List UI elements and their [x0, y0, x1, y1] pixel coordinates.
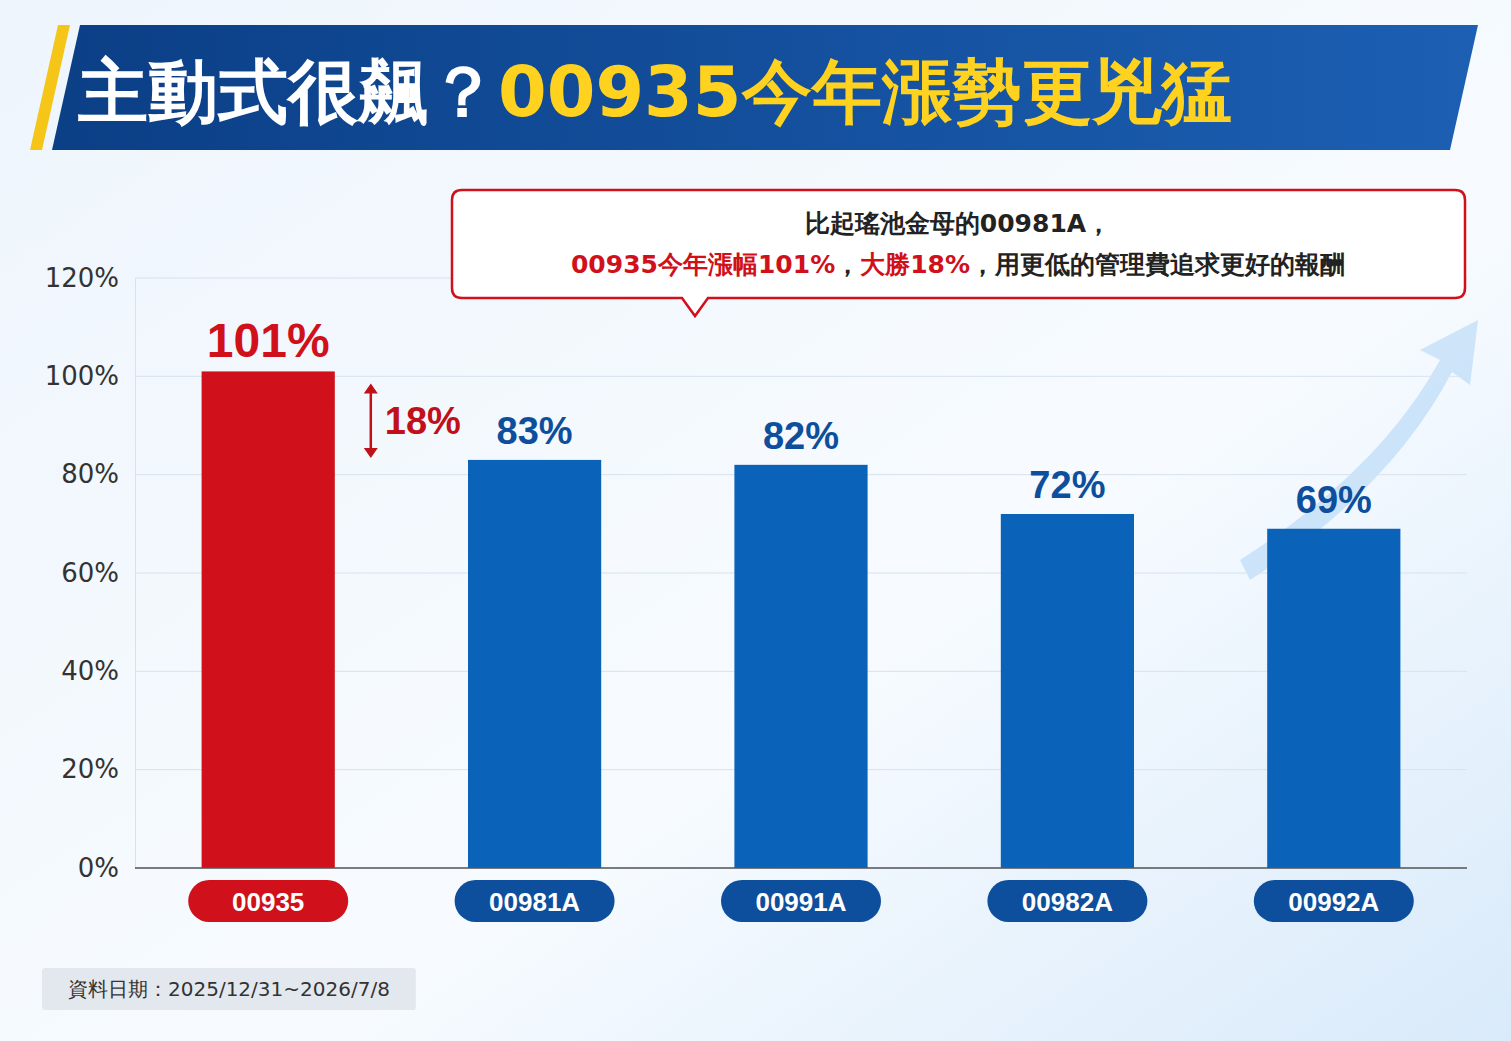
chart: 主動式很飆？00935今年漲勢更兇猛 0% 20% 40% 60% 80% 100% 120%… — [0, 0, 1511, 1041]
y-tick-label: 80% — [61, 459, 119, 489]
banner — [52, 25, 1478, 150]
bar — [202, 371, 335, 868]
callout-box — [452, 190, 1465, 316]
y-tick-label: 20% — [61, 754, 119, 784]
y-axis: 0% 20% 40% 60% 80% 100% 120% — [45, 263, 136, 883]
category-chip — [455, 880, 615, 922]
y-tick: 120% — [45, 263, 135, 293]
callout-text: 00935今年漲幅101%，大勝18%，用更低的管理費追求更好的報酬 — [571, 250, 1345, 279]
bar — [468, 460, 601, 868]
y-tick: 60% — [61, 558, 135, 588]
bar — [1267, 529, 1400, 868]
data-label: 101% — [207, 314, 330, 367]
category-chip — [1254, 880, 1414, 922]
bar — [1001, 514, 1134, 868]
callout-part: 00935今年漲幅101% — [571, 250, 835, 279]
grid — [135, 278, 1467, 868]
bar — [734, 465, 867, 868]
x-tick-label: 00982A — [1022, 887, 1113, 917]
arrow-head — [364, 448, 378, 458]
note-text: 資料日期：2025/12/31~2026/7/8 — [68, 977, 390, 1001]
y-tick: 20% — [61, 754, 135, 784]
data-label: 83% — [497, 410, 573, 452]
y-tick: 100% — [45, 361, 135, 391]
callout: 比起瑤池金母的00981A， 00935今年漲幅101%，大勝18%，用更低的管理… — [452, 190, 1465, 316]
callout-part: ，用更低的管理費追求更好的報酬 — [970, 250, 1345, 279]
x-tick-label: 00935 — [232, 887, 304, 917]
callout-text: 比起瑤池金母的00981A， — [805, 209, 1111, 238]
grid-line — [135, 868, 1467, 869]
callout-part: ， — [835, 250, 860, 279]
note-box — [42, 968, 416, 1010]
category-chip — [987, 880, 1147, 922]
y-tick-label: 120% — [45, 263, 119, 293]
data-label: 72% — [1029, 464, 1105, 506]
x-axis: 00935 00981A 00991A 00982A 00992A — [188, 880, 1414, 922]
difference: 18% — [364, 383, 461, 458]
data-label: 69% — [1296, 479, 1372, 521]
data-label: 82% — [763, 415, 839, 457]
y-axis-line — [135, 279, 136, 869]
x-tick-label: 00991A — [755, 887, 846, 917]
category-chip — [721, 880, 881, 922]
x-tick-label: 00981A — [489, 887, 580, 917]
x-axis-line — [135, 867, 1467, 869]
title: 主動式很飆？00935今年漲勢更兇猛 — [77, 51, 1232, 133]
y-tick-label: 100% — [45, 361, 119, 391]
category-chip — [188, 880, 348, 922]
note: 資料日期：2025/12/31~2026/7/8 — [42, 968, 416, 1010]
y-tick: 80% — [61, 459, 135, 489]
y-tick: 40% — [61, 656, 135, 686]
callout-part: 大勝18% — [860, 250, 970, 279]
y-tick-label: 60% — [61, 558, 119, 588]
background — [0, 0, 1511, 1041]
arrow-head — [364, 383, 378, 393]
data-labels: 101% 83% 82% 72% 69% — [207, 314, 1372, 520]
x-tick-label: 00992A — [1288, 887, 1379, 917]
difference-bracket — [370, 389, 373, 452]
y-tick: 0% — [78, 853, 135, 883]
y-tick-label: 40% — [61, 656, 119, 686]
difference-label: 18% — [385, 400, 461, 442]
y-tick-label: 0% — [78, 853, 119, 883]
bars — [202, 371, 1401, 868]
